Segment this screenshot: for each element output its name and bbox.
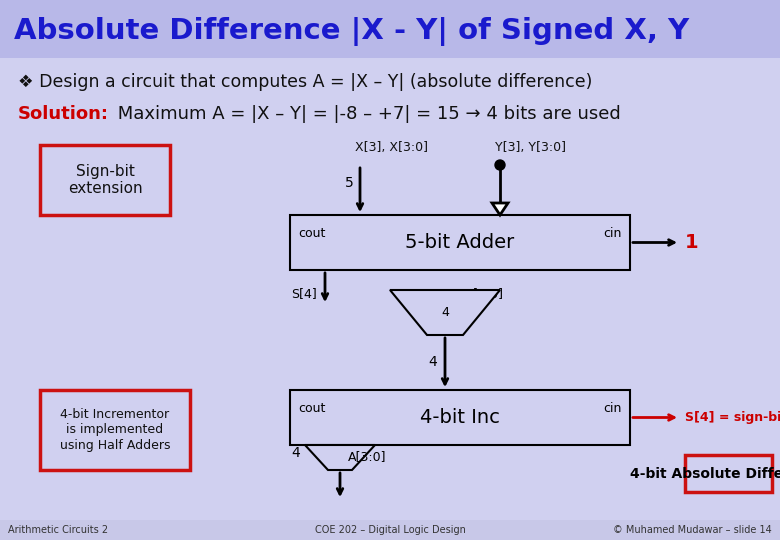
Text: X[3], X[3:0]: X[3], X[3:0]	[355, 141, 428, 154]
FancyBboxPatch shape	[290, 215, 630, 270]
FancyBboxPatch shape	[685, 455, 772, 492]
Text: 4-bit Incrementor
is implemented
using Half Adders: 4-bit Incrementor is implemented using H…	[60, 408, 170, 451]
Text: S[3:0]: S[3:0]	[465, 287, 503, 300]
Text: cin: cin	[604, 227, 622, 240]
Text: 4-bit Inc: 4-bit Inc	[420, 408, 500, 427]
Text: COE 202 – Digital Logic Design: COE 202 – Digital Logic Design	[314, 525, 466, 535]
Circle shape	[495, 160, 505, 170]
Text: Arithmetic Circuits 2: Arithmetic Circuits 2	[8, 525, 108, 535]
FancyBboxPatch shape	[40, 145, 170, 215]
Text: Y[3], Y[3:0]: Y[3], Y[3:0]	[495, 141, 566, 154]
Text: 5: 5	[346, 176, 354, 190]
FancyBboxPatch shape	[40, 390, 190, 470]
Text: 5-bit Adder: 5-bit Adder	[406, 233, 515, 252]
Text: S[4]: S[4]	[291, 287, 317, 300]
Text: 1: 1	[685, 233, 699, 252]
Text: cin: cin	[604, 402, 622, 415]
FancyBboxPatch shape	[290, 390, 630, 445]
Text: cout: cout	[298, 227, 325, 240]
Polygon shape	[305, 445, 375, 470]
Text: Absolute Difference |X - Y| of Signed X, Y: Absolute Difference |X - Y| of Signed X,…	[14, 17, 689, 46]
Text: 4: 4	[428, 355, 437, 369]
Text: A[3:0]: A[3:0]	[348, 450, 387, 463]
Text: cout: cout	[298, 402, 325, 415]
Polygon shape	[492, 203, 508, 215]
Text: Solution:: Solution:	[18, 105, 109, 123]
Text: ❖ Design a circuit that computes A = |X – Y| (absolute difference): ❖ Design a circuit that computes A = |X …	[18, 73, 592, 91]
FancyBboxPatch shape	[0, 520, 780, 540]
Polygon shape	[390, 290, 500, 335]
Text: 4-bit Absolute Difference: 4-bit Absolute Difference	[630, 467, 780, 481]
Text: 4: 4	[291, 446, 300, 460]
Text: © Muhamed Mudawar – slide 14: © Muhamed Mudawar – slide 14	[613, 525, 772, 535]
Text: Maximum A = |X – Y| = |-8 – +7| = 15 → 4 bits are used: Maximum A = |X – Y| = |-8 – +7| = 15 → 4…	[112, 105, 621, 123]
FancyBboxPatch shape	[0, 0, 780, 58]
Text: Sign-bit
extension: Sign-bit extension	[68, 164, 142, 196]
Text: S[4] = sign-bit of (X – Y): S[4] = sign-bit of (X – Y)	[685, 411, 780, 424]
Text: 4: 4	[441, 306, 449, 319]
